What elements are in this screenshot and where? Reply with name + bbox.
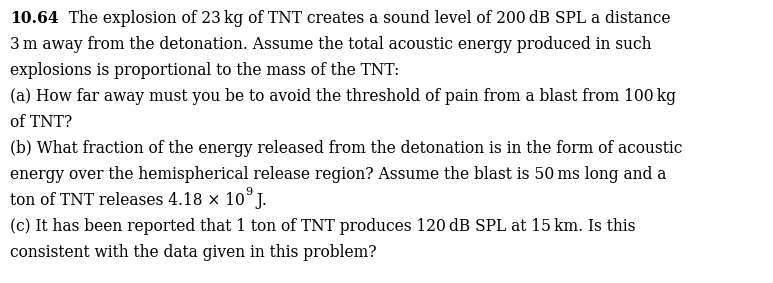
- Text: 10.64: 10.64: [10, 10, 59, 27]
- Text: (b) What fraction of the energy released from the detonation is in the form of a: (b) What fraction of the energy released…: [10, 140, 683, 157]
- Text: energy over the hemispherical release region? Assume the blast is 50 ms long and: energy over the hemispherical release re…: [10, 166, 666, 183]
- Text: consistent with the data given in this problem?: consistent with the data given in this p…: [10, 244, 376, 261]
- Text: of TNT?: of TNT?: [10, 114, 72, 131]
- Text: ton of TNT releases 4.18 × 10: ton of TNT releases 4.18 × 10: [10, 192, 245, 209]
- Text: 3 m away from the detonation. Assume the total acoustic energy produced in such: 3 m away from the detonation. Assume the…: [10, 36, 652, 53]
- Text: (c) It has been reported that 1 ton of TNT produces 120 dB SPL at 15 km. Is this: (c) It has been reported that 1 ton of T…: [10, 218, 635, 235]
- Text: The explosion of 23 kg of TNT creates a sound level of 200 dB SPL a distance: The explosion of 23 kg of TNT creates a …: [59, 10, 670, 27]
- Text: 9: 9: [245, 187, 252, 197]
- Text: J.: J.: [252, 192, 267, 209]
- Text: (a) How far away must you be to avoid the threshold of pain from a blast from 10: (a) How far away must you be to avoid th…: [10, 88, 676, 105]
- Text: explosions is proportional to the mass of the TNT:: explosions is proportional to the mass o…: [10, 62, 400, 79]
